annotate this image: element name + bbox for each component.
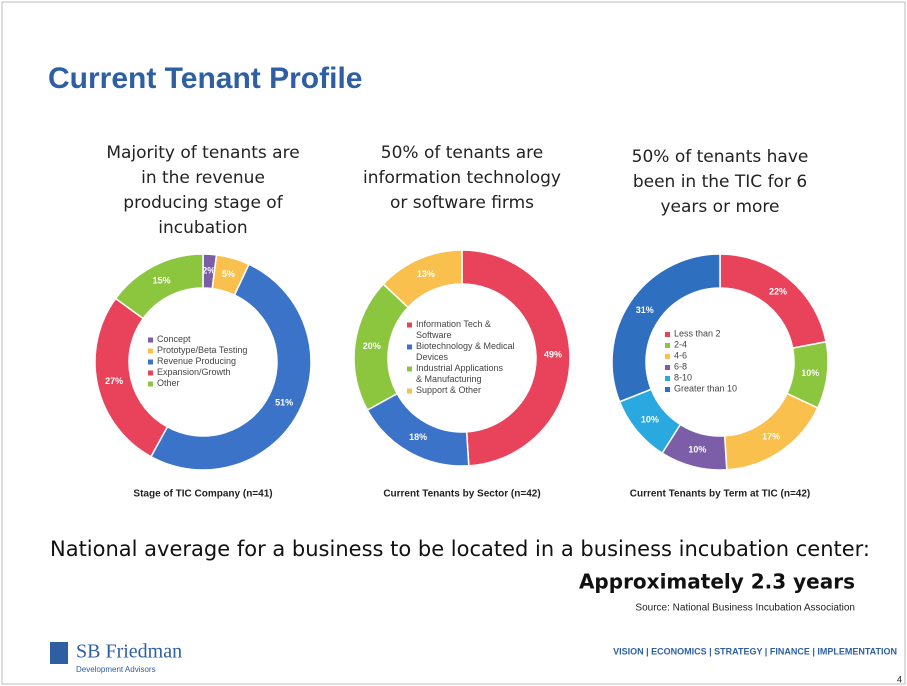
legend-label: Biotechnology & Medical Devices: [416, 341, 517, 362]
legend-swatch: [407, 366, 412, 372]
legend-swatch: [665, 354, 670, 359]
value-label: 49%: [544, 350, 562, 360]
legend-swatch: [407, 344, 412, 350]
legend-label: Information Tech & Software: [416, 319, 493, 340]
legend-label: Expansion/Growth: [157, 367, 231, 377]
legend-label: Revenue Producing: [157, 356, 236, 366]
chart-subtitle: incubation: [158, 218, 247, 238]
chart-subtitle: in the revenue: [141, 168, 265, 188]
value-label: 13%: [417, 269, 435, 279]
legend-swatch: [665, 376, 670, 381]
donut-segment: [149, 263, 312, 471]
chart-caption: Current Tenants by Sector (n=42): [383, 489, 540, 500]
value-label: 20%: [363, 341, 381, 351]
chart-subtitle: 50% of tenants are: [381, 143, 544, 163]
legend-label: 8-10: [674, 373, 692, 383]
value-label: 17%: [762, 432, 780, 442]
legend-swatch: [148, 337, 153, 343]
value-label: 10%: [641, 414, 659, 424]
legend-swatch: [148, 359, 153, 365]
value-label: 15%: [153, 275, 171, 285]
legend-swatch: [148, 348, 153, 354]
legend-swatch: [148, 381, 153, 387]
value-label: 10%: [688, 445, 706, 455]
legend-label: Industrial Applications & Manufacturing: [416, 363, 506, 384]
chart-subtitle: been in the TIC for 6: [633, 172, 807, 192]
legend-label: Prototype/Beta Testing: [157, 345, 247, 355]
chart-subtitle: information technology: [363, 168, 561, 188]
legend-label: 2-4: [674, 340, 687, 350]
legend-swatch: [665, 332, 670, 337]
donut-segment: [611, 253, 721, 403]
chart-subtitle: years or more: [660, 197, 779, 217]
donut-segment: [382, 249, 463, 309]
legend-swatch: [665, 387, 670, 392]
value-label: 22%: [769, 286, 787, 296]
logo-name: SB Friedman: [76, 641, 182, 663]
chart-subtitle: or software firms: [390, 193, 534, 213]
legend-label: 6-8: [674, 362, 687, 372]
legend-label: Other: [157, 378, 180, 388]
legend-swatch: [407, 322, 412, 328]
chart-caption: Stage of TIC Company (n=41): [133, 489, 272, 500]
legend-swatch: [665, 365, 670, 370]
logo-icon: [50, 642, 68, 664]
value-label: 18%: [409, 432, 427, 442]
legend-swatch: [148, 370, 153, 376]
logo-tagline: Development Advisors: [76, 665, 156, 674]
value-label: 31%: [636, 305, 654, 315]
donut-segment: [114, 253, 204, 320]
chart-caption: Current Tenants by Term at TIC (n=42): [630, 489, 811, 500]
value-label: 27%: [105, 376, 123, 386]
slide-title: Current Tenant Profile: [48, 62, 362, 95]
chart-subtitle: producing stage of: [123, 193, 283, 213]
highlight: Approximately 2.3 years: [579, 570, 855, 594]
value-label: 2%: [202, 266, 215, 276]
note: National average for a business to be lo…: [50, 537, 870, 561]
source: Source: National Business Incubation Ass…: [635, 603, 855, 614]
legend-label: Greater than 10: [674, 384, 737, 394]
page-number: 4: [897, 674, 902, 684]
legend-swatch: [665, 343, 670, 348]
legend-label: Less than 2: [674, 329, 721, 339]
legend-swatch: [407, 388, 412, 394]
legend-label: Support & Other: [416, 385, 481, 395]
chart-subtitle: 50% of tenants have: [632, 147, 809, 167]
legend-label: Concept: [157, 334, 191, 344]
legend-label: 4-6: [674, 351, 687, 361]
value-label: 51%: [275, 398, 293, 408]
value-label: 10%: [801, 368, 819, 378]
value-label: 5%: [222, 269, 235, 279]
chart-subtitle: Majority of tenants are: [106, 143, 299, 163]
donut-segment: [461, 249, 571, 467]
footer: VISION | ECONOMICS | STRATEGY | FINANCE …: [613, 646, 897, 656]
